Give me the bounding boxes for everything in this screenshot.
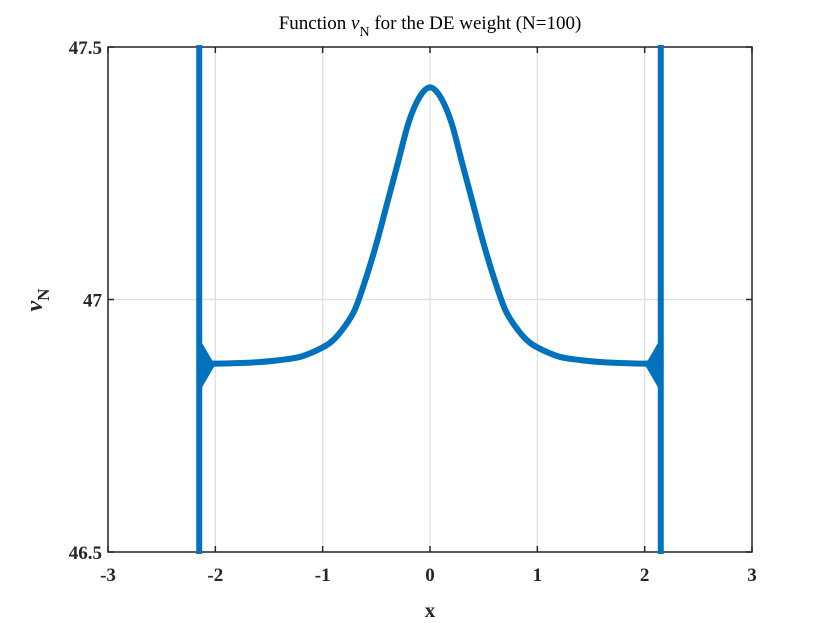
x-tick-label: -2 xyxy=(207,565,223,586)
x-tick-label: 1 xyxy=(533,565,543,586)
axis-ticks xyxy=(107,46,753,553)
series-line xyxy=(196,84,664,369)
boundary-lines xyxy=(196,45,664,554)
chart-title: Function νN for the DE weight (N=100) xyxy=(279,13,582,40)
x-tick-label: 0 xyxy=(425,565,435,586)
edge-oscillations xyxy=(198,337,662,393)
y-tick-label: 47.5 xyxy=(69,38,102,59)
x-tick-labels: -3 -2 -1 0 1 2 3 xyxy=(100,565,757,586)
grid-lines xyxy=(107,46,753,553)
x-tick-label: 3 xyxy=(747,565,757,586)
y-tick-label: 46.5 xyxy=(69,543,102,564)
x-tick-label: -3 xyxy=(100,565,116,586)
y-tick-labels: 46.5 47 47.5 xyxy=(69,38,103,564)
y-axis-label: νN xyxy=(22,288,53,312)
x-tick-label: 2 xyxy=(640,565,650,586)
x-axis-label: x xyxy=(425,598,436,622)
x-tick-label: -1 xyxy=(315,565,331,586)
y-tick-label: 47 xyxy=(83,291,103,312)
